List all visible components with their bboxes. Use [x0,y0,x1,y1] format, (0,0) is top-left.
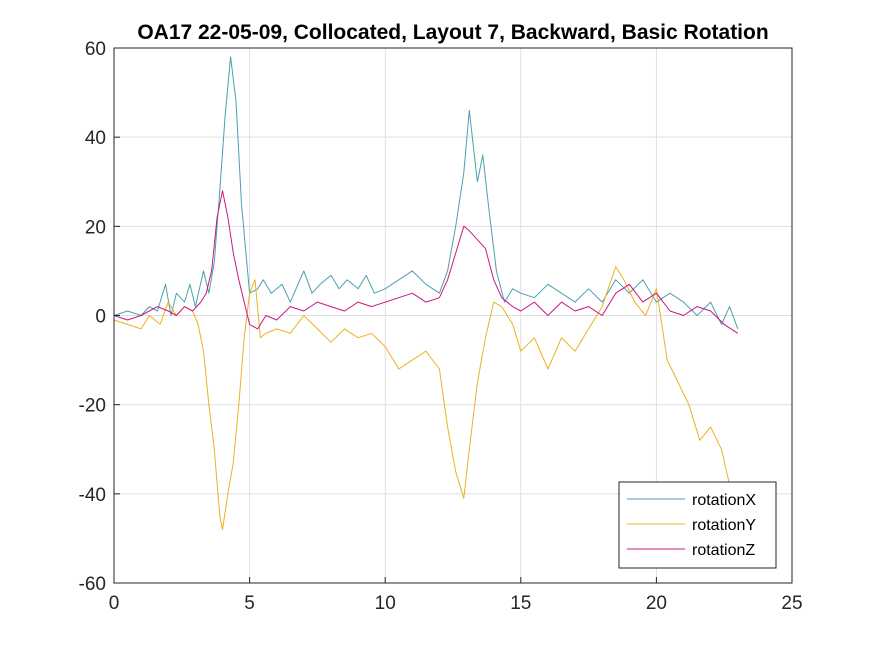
y-tick-label: 0 [95,307,106,328]
y-tick-label: 40 [85,128,106,149]
y-tick-label: -60 [79,574,106,595]
series-line-rotationZ [113,190,739,334]
axis-ticks: 0 5 10 15 20 25 -60 -40 -20 0 20 40 60 [79,39,803,614]
x-tick-label: 0 [109,593,120,614]
legend: rotationX rotationY rotationZ [618,481,777,569]
y-tick-label: 60 [85,39,106,60]
series-line-rotationY [113,266,739,530]
x-tick-label: 15 [510,593,531,614]
legend-label-rotationZ: rotationZ [692,542,755,559]
y-tick-label: 20 [85,217,106,238]
y-tick-label: -40 [79,485,106,506]
legend-label-rotationY: rotationY [692,517,756,534]
series-lines [113,56,739,530]
x-tick-label: 25 [781,593,802,614]
legend-label-rotationX: rotationX [692,492,756,509]
series-line-rotationX [113,56,739,330]
x-tick-label: 10 [375,593,396,614]
x-tick-label: 20 [646,593,667,614]
chart-title: OA17 22-05-09, Collocated, Layout 7, Bac… [137,21,768,44]
x-tick-label: 5 [244,593,255,614]
legend-box [618,481,777,569]
y-tick-label: -20 [79,396,106,417]
